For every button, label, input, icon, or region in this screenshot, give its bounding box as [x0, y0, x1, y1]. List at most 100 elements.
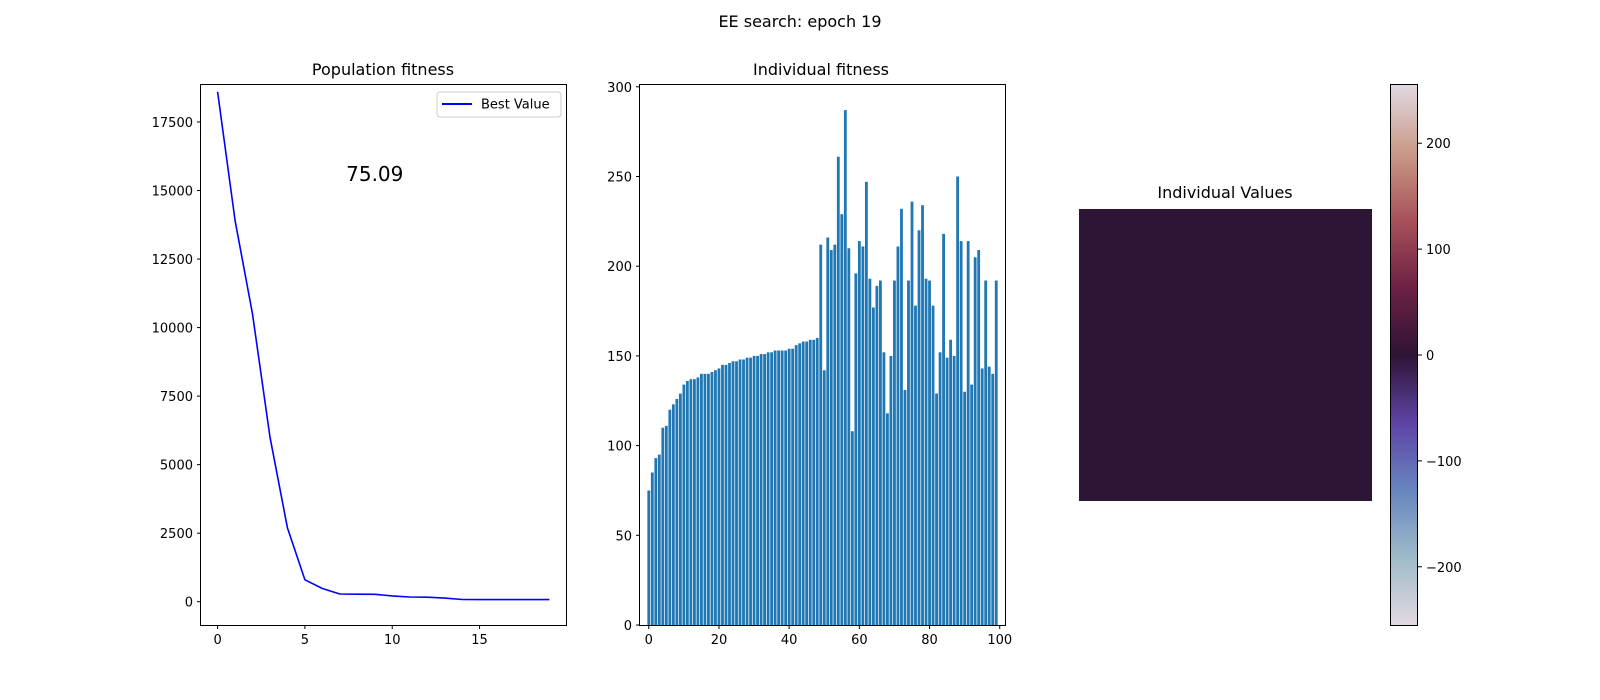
population-fitness-title: Population fitness: [312, 60, 454, 79]
fitness-bar: [675, 398, 679, 625]
fitness-bar: [900, 208, 903, 626]
fitness-bar: [945, 357, 949, 625]
fitness-bar: [889, 355, 893, 625]
fitness-bar: [843, 110, 847, 626]
x-tick-label: 15: [471, 633, 488, 648]
x-tick-label: 5: [301, 633, 309, 648]
x-tick-label: 0: [645, 633, 653, 648]
fitness-bar: [805, 341, 809, 625]
fitness-bar: [980, 368, 984, 625]
colorbar-tick-label: −200: [1426, 561, 1462, 576]
fitness-bar: [921, 205, 924, 625]
x-tick-label: 60: [851, 633, 868, 648]
fitness-bar: [808, 339, 812, 625]
fitness-bar: [654, 458, 658, 625]
fitness-bar: [864, 181, 868, 625]
fitness-bar: [868, 278, 872, 625]
x-tick-label: 20: [711, 633, 728, 648]
figure-suptitle: EE search: epoch 19: [718, 12, 881, 31]
fitness-bar: [777, 350, 781, 625]
fitness-bar: [703, 373, 707, 625]
y-tick-label: 7500: [160, 390, 193, 405]
y-tick-label: 17500: [152, 116, 193, 131]
colorbar-tick-label: 200: [1426, 137, 1451, 152]
fitness-bar: [833, 244, 837, 626]
fitness-bar: [994, 280, 998, 625]
fitness-bar: [910, 201, 914, 626]
y-tick-label: 100: [607, 440, 632, 455]
fitness-bar: [671, 404, 675, 625]
fitness-bar: [661, 427, 665, 625]
fitness-bar: [917, 230, 921, 625]
fitness-bar: [728, 363, 731, 625]
fitness-bar: [759, 354, 763, 625]
fitness-bar: [693, 379, 696, 625]
individual-values-chart: Individual Values: [1079, 183, 1372, 501]
fitness-bar: [664, 425, 668, 625]
individual-fitness-chart: Individual fitness 0 20 40 60 80 100 0 50 100 150…: [607, 60, 1012, 648]
fitness-bar: [879, 280, 882, 625]
population-fitness-chart: Population fitness 0 5 10 15 0 2500 5000 7500 10…: [152, 60, 567, 648]
fitness-bar: [650, 472, 654, 625]
fitness-bar: [847, 248, 851, 625]
individual-fitness-ticks: 0 20 40 60 80 100 0 50 100 150 200 250 300: [607, 81, 1012, 648]
fitness-bar: [773, 350, 777, 625]
fitness-bar: [756, 355, 759, 625]
fitness-bar: [871, 307, 875, 625]
colorbar-gradient: [1390, 84, 1418, 626]
population-fitness-axes-frame: [200, 84, 567, 626]
fitness-bar: [987, 366, 991, 625]
fitness-bar: [850, 431, 854, 625]
fitness-bar: [836, 156, 840, 625]
colorbar-tick-label: 100: [1426, 243, 1451, 258]
fitness-bar: [973, 257, 977, 625]
colorbar-tick-label: 0: [1426, 349, 1434, 364]
fitness-bar: [826, 237, 830, 626]
series-line-best-value: [216, 91, 550, 601]
fitness-bar: [931, 305, 935, 625]
fitness-bar: [784, 350, 788, 625]
fitness-bar: [780, 350, 784, 625]
fitness-bar: [700, 373, 703, 625]
y-tick-label: 0: [624, 619, 632, 634]
y-tick-label: 0: [185, 596, 193, 611]
fitness-bar: [903, 389, 907, 625]
y-tick-label: 12500: [152, 253, 193, 268]
individual-fitness-title: Individual fitness: [753, 60, 889, 79]
legend-label-best-value: Best Value: [481, 98, 550, 113]
fitness-bar: [966, 241, 970, 625]
fitness-bar: [907, 280, 910, 625]
y-tick-label: 50: [615, 529, 632, 544]
fitness-bar: [956, 176, 960, 625]
y-tick-label: 10000: [152, 322, 193, 337]
fitness-bar: [815, 337, 819, 625]
fitness-bar: [984, 280, 988, 625]
fitness-bar: [928, 280, 931, 625]
fitness-bar: [882, 352, 886, 625]
fitness-bar: [787, 348, 791, 625]
x-tick-label: 10: [384, 633, 401, 648]
fitness-bar: [819, 244, 823, 626]
fitness-bar: [724, 364, 728, 625]
fitness-bar: [738, 359, 742, 625]
y-tick-label: 150: [607, 350, 632, 365]
y-tick-label: 200: [607, 260, 632, 275]
fitness-bar: [685, 381, 689, 625]
fitness-bar: [742, 359, 745, 625]
fitness-bar: [714, 370, 717, 625]
fitness-bar: [696, 377, 700, 625]
fitness-bar: [854, 273, 858, 625]
fitness-bar: [735, 361, 738, 625]
fitness-bar: [678, 393, 682, 625]
fitness-bar: [896, 246, 900, 625]
fitness-bar: [745, 357, 749, 625]
fitness-bar: [717, 368, 721, 625]
fitness-bar: [657, 454, 661, 625]
individual-values-heatmap: [1079, 209, 1372, 501]
fitness-bar: [914, 305, 917, 625]
fitness-bar: [829, 250, 833, 626]
fitness-bar: [749, 357, 752, 625]
population-fitness-ticks: 0 5 10 15 0 2500 5000 7500 10000 12500 15000 17500: [152, 116, 488, 648]
fitness-bar: [861, 246, 865, 625]
